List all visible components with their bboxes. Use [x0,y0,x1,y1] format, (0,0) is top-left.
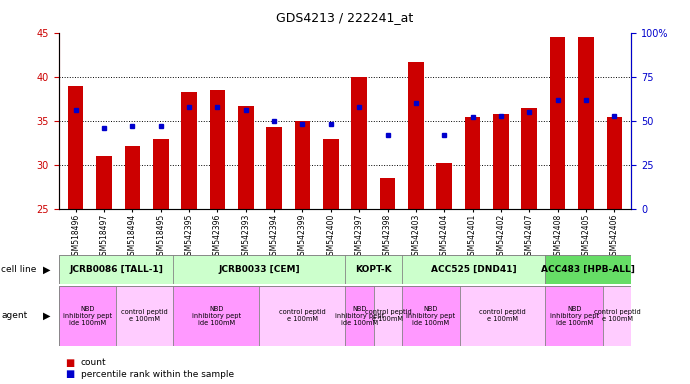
Text: JCRB0033 [CEM]: JCRB0033 [CEM] [218,265,300,274]
Bar [522,108,537,209]
Text: control peptid
e 100mM: control peptid e 100mM [593,310,640,322]
Text: count: count [81,358,106,367]
Text: NBD
inhibitory pept
ide 100mM: NBD inhibitory pept ide 100mM [335,306,384,326]
Bar [546,255,631,284]
Bar [465,117,480,209]
Bar [238,106,253,209]
Text: ACC525 [DND41]: ACC525 [DND41] [431,265,517,274]
Text: NBD
inhibitory pept
ide 100mM: NBD inhibitory pept ide 100mM [192,306,241,326]
Bar [550,37,565,209]
Text: NBD
inhibitory pept
ide 100mM: NBD inhibitory pept ide 100mM [63,306,112,326]
Text: control peptid
e 100mM: control peptid e 100mM [479,310,526,322]
Text: ACC483 [HPB-ALL]: ACC483 [HPB-ALL] [542,265,635,274]
Bar [259,286,345,346]
Bar [125,146,140,209]
Bar [68,86,83,209]
Bar [59,286,116,346]
Bar [295,121,310,209]
Bar [173,286,259,346]
Bar [59,255,173,284]
Text: control peptid
e 100mM: control peptid e 100mM [279,310,326,322]
Text: NBD
inhibitory pept
ide 100mM: NBD inhibitory pept ide 100mM [406,306,455,326]
Text: ▶: ▶ [43,265,50,275]
Text: JCRB0086 [TALL-1]: JCRB0086 [TALL-1] [69,265,163,274]
Bar [266,127,282,209]
Text: ▶: ▶ [43,311,50,321]
Bar [351,77,367,209]
Bar [96,156,112,209]
Bar [460,286,546,346]
Bar [578,37,594,209]
Text: control peptid
e 100mM: control peptid e 100mM [364,310,411,322]
Bar [493,114,509,209]
Bar [345,255,402,284]
Bar [402,286,460,346]
Bar [380,179,395,209]
Bar [437,163,452,209]
Text: control peptid
e 100mM: control peptid e 100mM [121,310,168,322]
Text: KOPT-K: KOPT-K [355,265,392,274]
Bar [116,286,173,346]
Text: agent: agent [1,311,28,320]
Bar [374,286,402,346]
Bar [603,286,631,346]
Bar [153,139,168,209]
Bar [607,117,622,209]
Bar [402,255,546,284]
Text: GDS4213 / 222241_at: GDS4213 / 222241_at [277,12,413,25]
Text: ■: ■ [66,358,75,368]
Bar [181,92,197,209]
Bar [345,286,374,346]
Bar [546,286,603,346]
Bar [323,139,339,209]
Text: ■: ■ [66,369,75,379]
Bar [173,255,345,284]
Text: cell line: cell line [1,265,37,274]
Text: NBD
inhibitory pept
ide 100mM: NBD inhibitory pept ide 100mM [549,306,599,326]
Bar [210,90,225,209]
Text: percentile rank within the sample: percentile rank within the sample [81,370,234,379]
Bar [408,62,424,209]
